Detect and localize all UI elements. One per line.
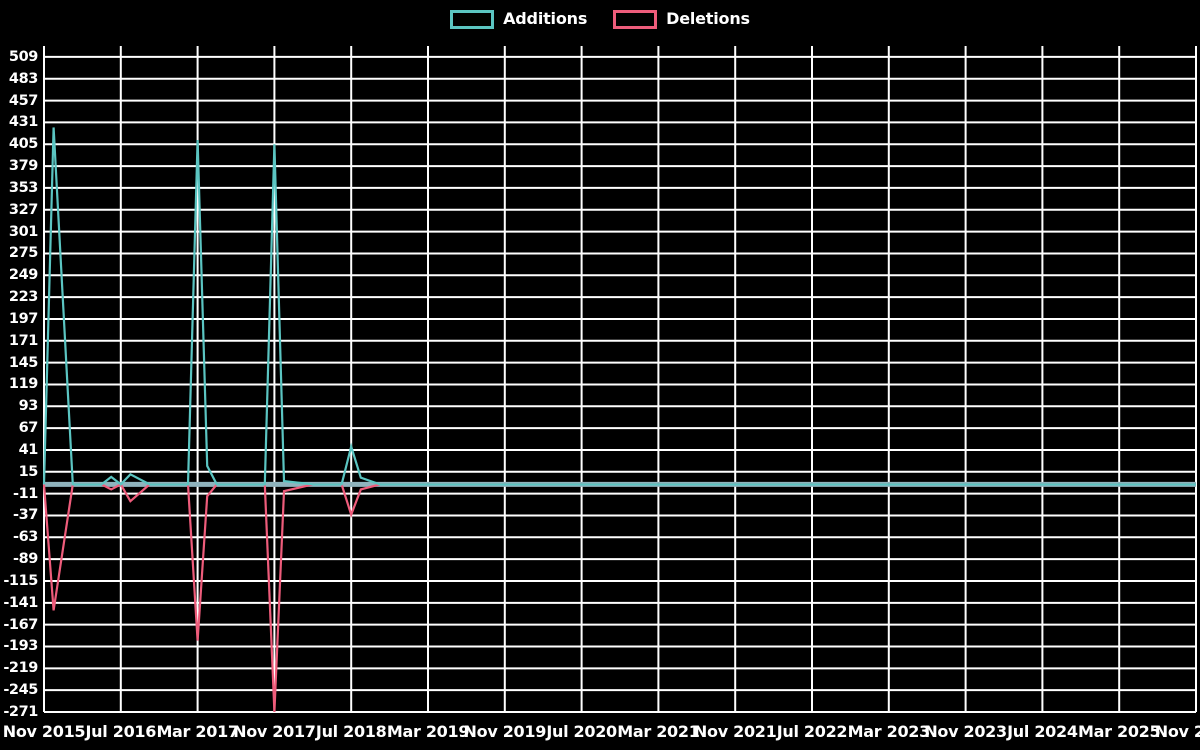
y-tick-label: 119 — [8, 376, 38, 393]
y-tick-label: -115 — [3, 572, 38, 589]
y-tick-label: 353 — [8, 179, 38, 196]
y-tick-label: 405 — [8, 136, 38, 153]
y-tick-label: -63 — [13, 529, 38, 546]
legend-item-additions[interactable]: Additions — [450, 9, 588, 29]
x-tick-label: Mar 2023 — [847, 722, 931, 741]
legend-swatch-additions — [450, 9, 495, 29]
y-tick-label: 301 — [8, 223, 38, 240]
y-tick-label: 379 — [8, 158, 38, 175]
y-tick-label: 15 — [18, 463, 39, 480]
x-tick-label: Mar 2025 — [1078, 722, 1161, 741]
y-tick-label: -141 — [3, 594, 38, 611]
y-tick-label: 327 — [8, 201, 38, 218]
x-tick-label: Mar 2019 — [386, 722, 470, 741]
y-tick-label: 431 — [8, 114, 38, 131]
x-tick-label: Jul 2016 — [85, 722, 157, 741]
x-tick-label: Jul 2022 — [776, 722, 848, 741]
x-tick-label: Nov 2017 — [233, 722, 316, 741]
y-tick-label: 223 — [8, 289, 38, 306]
y-tick-label: -11 — [13, 485, 38, 502]
legend-label-deletions: Deletions — [666, 9, 750, 28]
y-tick-label: 145 — [8, 354, 38, 371]
y-tick-label: 67 — [18, 420, 39, 437]
y-tick-label: 41 — [18, 441, 39, 458]
x-tick-label: Nov 2019 — [463, 722, 547, 741]
y-tick-label: -245 — [3, 682, 38, 699]
y-tick-label: 171 — [8, 332, 38, 349]
y-tick-label: -271 — [3, 704, 38, 720]
y-tick-label: -219 — [3, 660, 38, 677]
y-tick-label: 197 — [8, 310, 38, 327]
y-tick-label: 93 — [18, 398, 39, 415]
x-tick-label: Jul 2018 — [315, 722, 387, 741]
x-tick-label: Nov 2015 — [2, 722, 86, 741]
legend-swatch-deletions — [613, 9, 658, 29]
x-tick-label: Mar 2017 — [156, 722, 239, 741]
plot-area — [42, 46, 1197, 713]
y-tick-label: -89 — [13, 551, 38, 568]
y-tick-label: 275 — [8, 245, 38, 262]
x-tick-label: Jul 2024 — [1007, 722, 1078, 741]
legend-label-additions: Additions — [503, 9, 588, 28]
y-tick-label: 249 — [8, 267, 38, 284]
chart-legend: Additions Deletions — [0, 0, 1200, 38]
y-tick-label: 457 — [8, 92, 38, 109]
y-tick-label: 483 — [8, 70, 38, 87]
legend-item-deletions[interactable]: Deletions — [613, 9, 750, 29]
x-tick-label: Mar 2021 — [617, 722, 700, 741]
y-tick-label: -193 — [3, 638, 38, 655]
x-tick-label: Nov 2025 — [1154, 722, 1200, 741]
y-tick-label: -167 — [3, 616, 38, 633]
plot-canvas — [42, 46, 1197, 713]
x-tick-label: Nov 2021 — [693, 722, 777, 741]
x-tick-label: Nov 2023 — [924, 722, 1007, 741]
y-tick-label: 509 — [8, 48, 38, 65]
x-tick-label: Jul 2020 — [546, 722, 617, 741]
y-tick-label: -37 — [13, 507, 38, 524]
